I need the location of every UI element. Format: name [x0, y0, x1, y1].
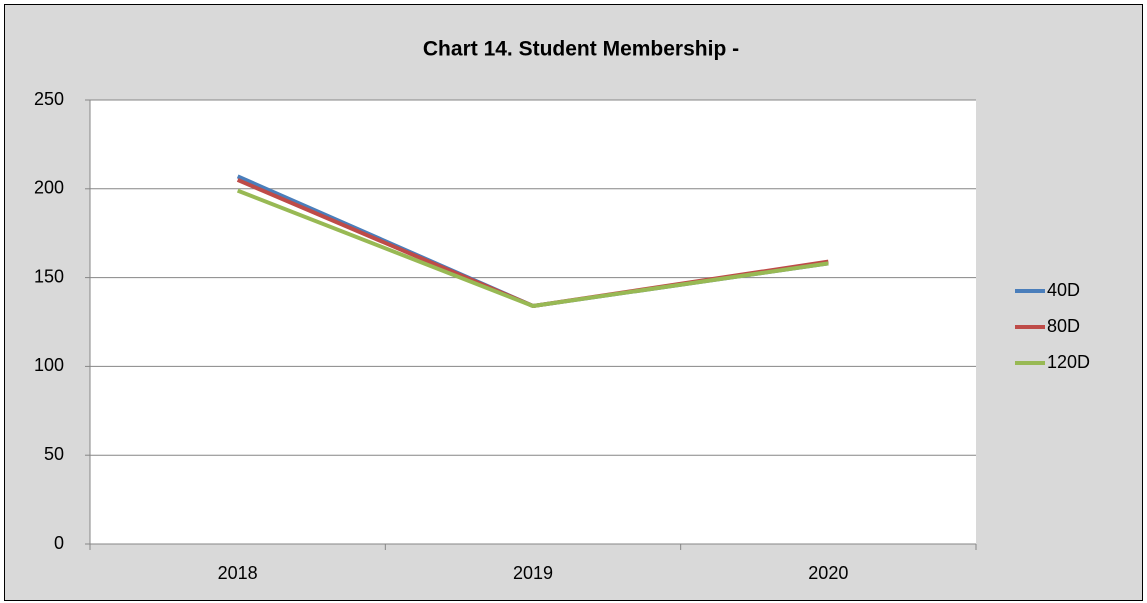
y-tick-label: 0 — [54, 533, 64, 553]
x-tick-label: 2020 — [808, 563, 848, 583]
series-line — [236, 188, 829, 309]
x-tick-label: 2019 — [513, 563, 553, 583]
y-tick-label: 250 — [34, 89, 64, 109]
chart-title: Chart 14. Student Membership - — [423, 38, 739, 61]
y-tick-label: 200 — [34, 178, 64, 198]
y-tick-label: 50 — [44, 444, 64, 464]
plot-area — [90, 100, 976, 544]
y-tick-label: 100 — [34, 355, 64, 375]
legend-label: 80D — [1047, 316, 1080, 336]
y-tick-label: 150 — [34, 266, 64, 286]
x-tick-label: 2018 — [218, 563, 258, 583]
legend-label: 40D — [1047, 280, 1080, 300]
legend-label: 120D — [1047, 352, 1090, 372]
